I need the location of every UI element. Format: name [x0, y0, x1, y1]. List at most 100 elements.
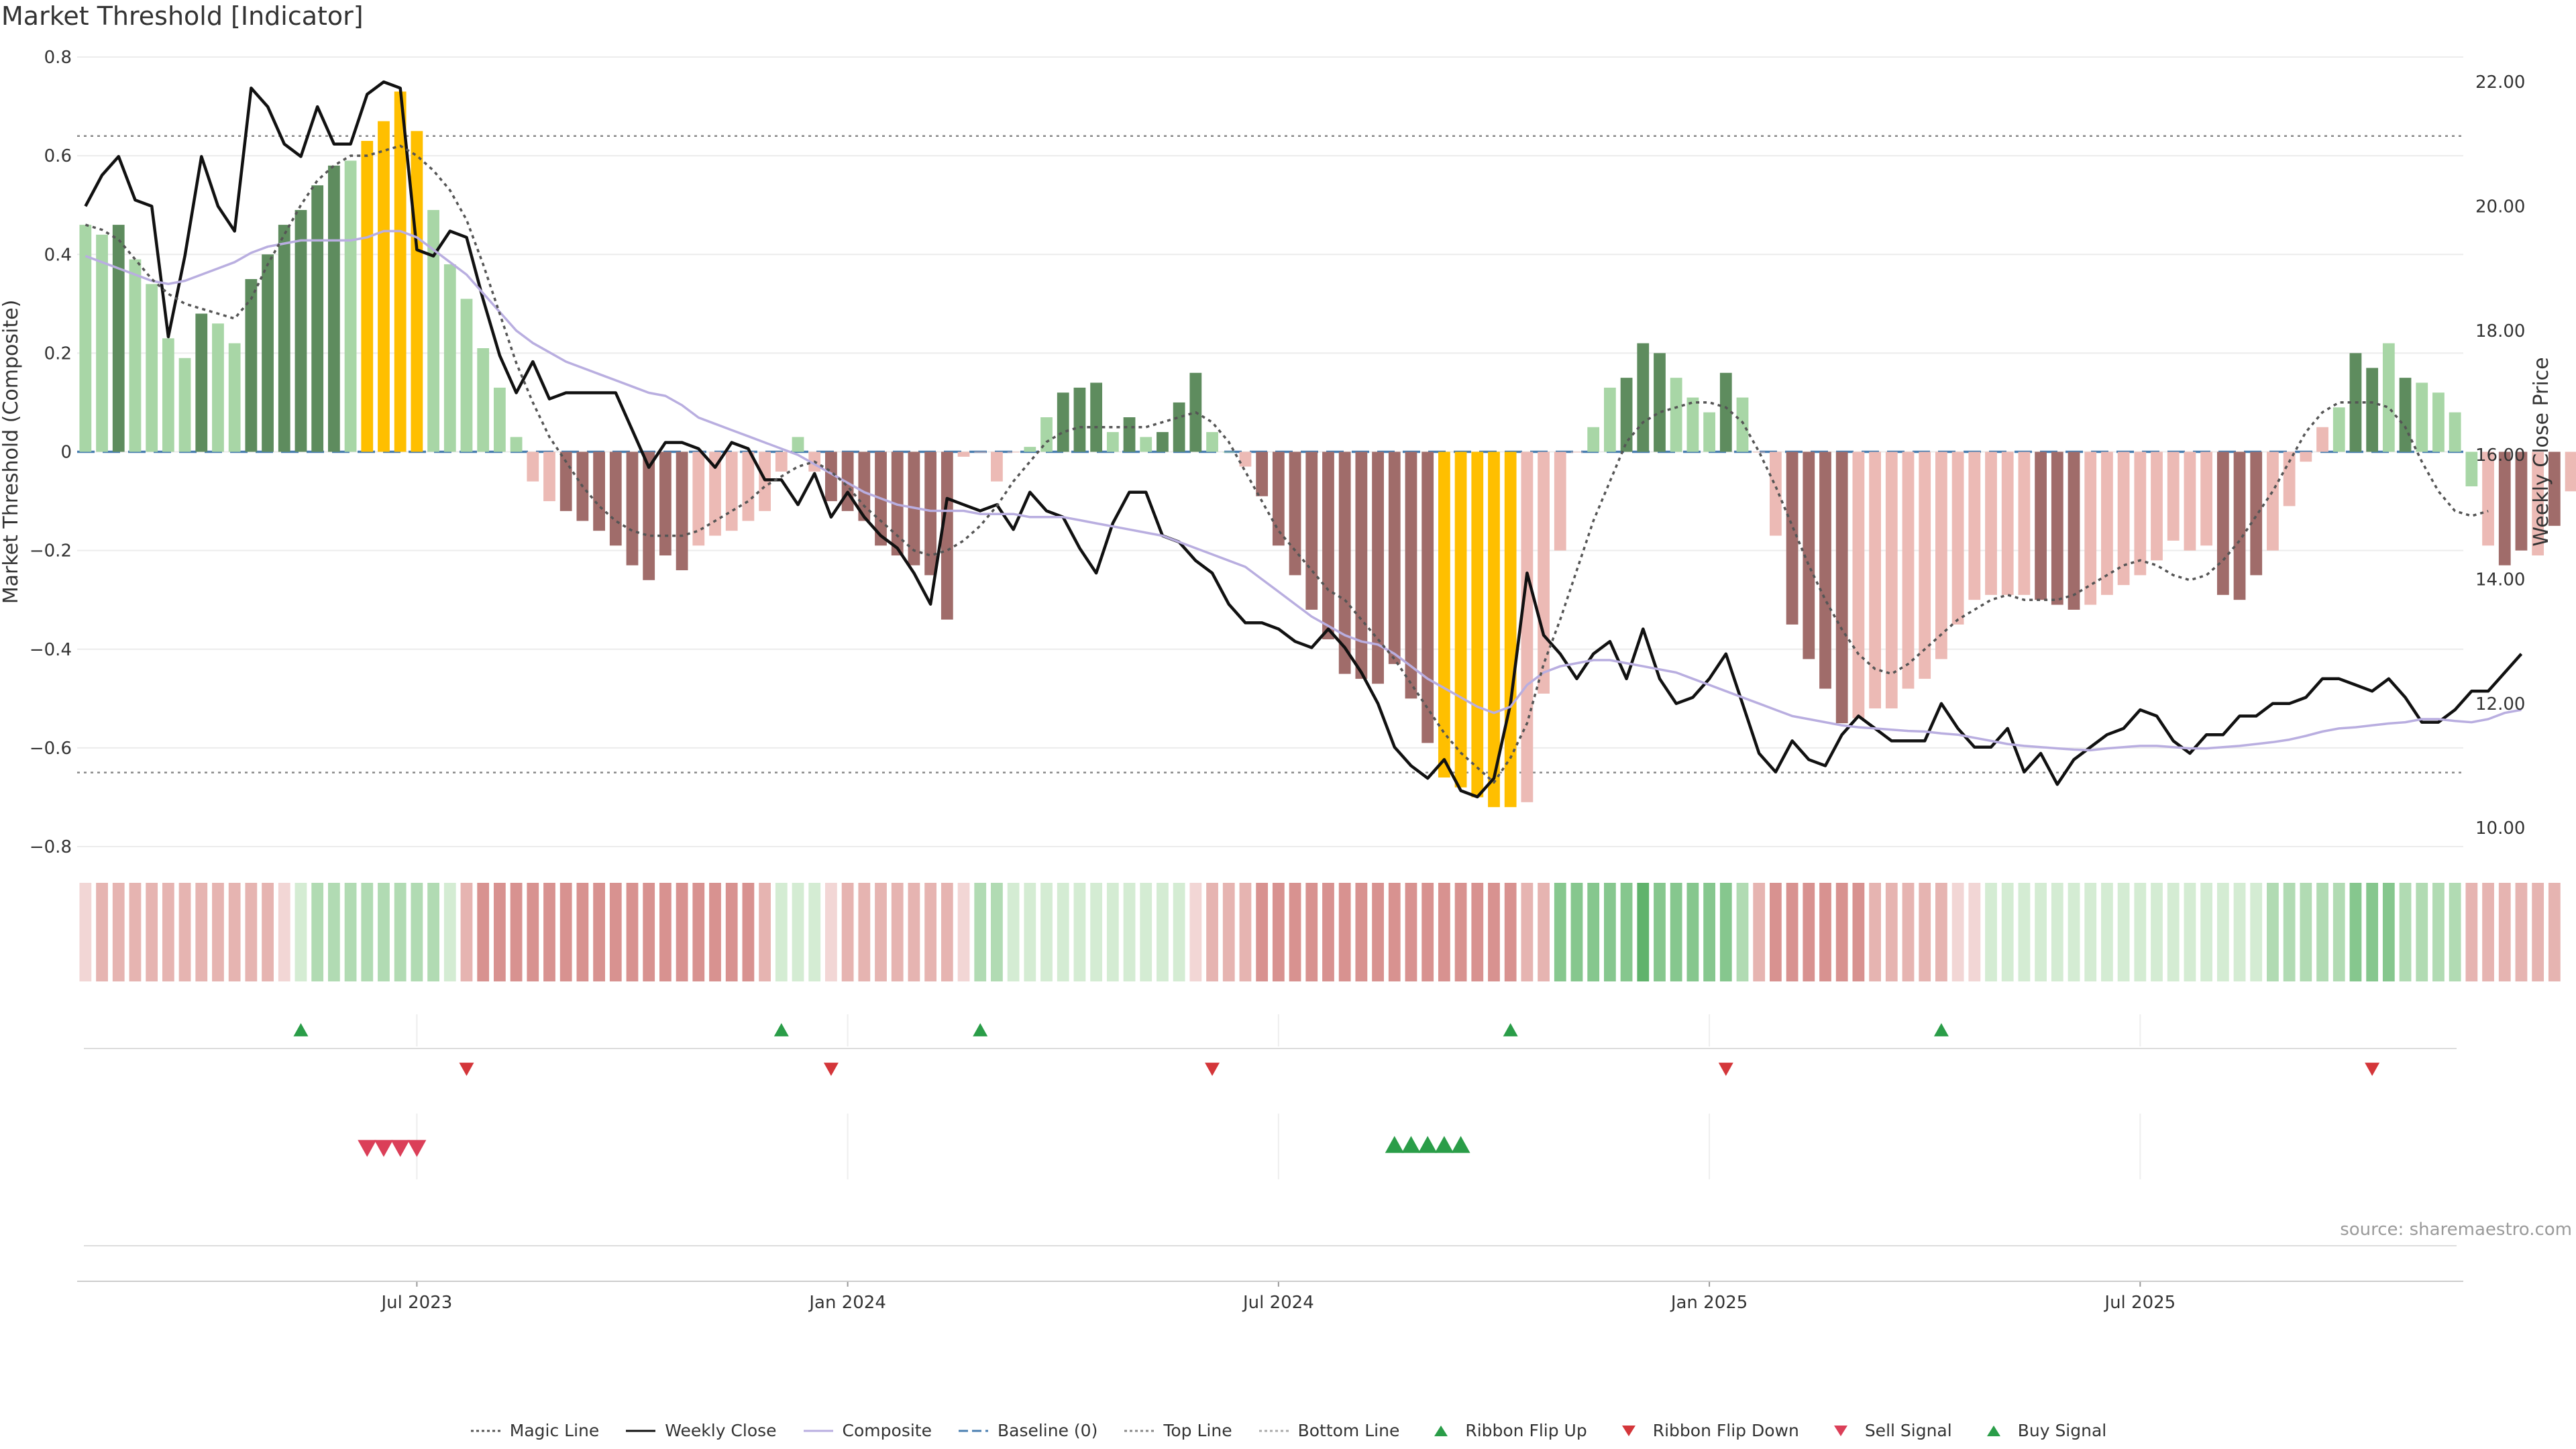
ribbon-cell — [228, 883, 241, 981]
composite-bar — [1521, 451, 1534, 802]
composite-bar — [1123, 417, 1136, 452]
composite-bar — [2382, 343, 2395, 452]
legend-marker — [1434, 1425, 1448, 1436]
ribbon-cell — [725, 883, 738, 981]
ribbon-cell — [2449, 883, 2461, 981]
composite-bar — [1935, 451, 1947, 659]
composite-bar — [2283, 451, 2296, 506]
y2-tick-label: 12.00 — [2475, 694, 2525, 714]
signal-panels — [77, 1014, 2463, 1282]
ribbon-cell — [2515, 883, 2528, 981]
x-tick-label: Jul 2023 — [380, 1293, 452, 1313]
composite-bar — [1968, 451, 1981, 600]
ribbon-cell — [1902, 883, 1915, 981]
ribbon-cell — [527, 883, 539, 981]
composite-bar — [427, 210, 439, 452]
ribbon-cell — [1968, 883, 1981, 981]
composite-bar — [1272, 451, 1285, 546]
solid-line-icon — [626, 1430, 656, 1432]
ribbon-cell — [1040, 883, 1053, 981]
composite-bar — [2001, 451, 2014, 595]
ribbon-cell — [477, 883, 490, 981]
solid-line-icon — [803, 1430, 833, 1432]
composite-bar — [1736, 397, 1749, 452]
composite-bar — [1454, 451, 1467, 788]
composite-bar — [2068, 451, 2080, 610]
legend-item: Sell Signal — [1825, 1421, 1952, 1440]
composite-bar — [1471, 451, 1484, 798]
ribbon-cell — [1869, 883, 1881, 981]
ribbon-cell — [1289, 883, 1301, 981]
ribbon-cell — [2200, 883, 2213, 981]
composite-bar — [775, 451, 788, 472]
composite-bar — [477, 348, 490, 452]
composite-bar — [1753, 451, 1766, 453]
ribbon-cell — [1322, 883, 1334, 981]
composite-bar — [1504, 451, 1517, 808]
composite-bar — [1769, 451, 1782, 536]
composite-bar — [957, 451, 970, 457]
ribbon-cell — [112, 883, 125, 981]
composite-bar — [411, 131, 423, 452]
ribbon-cell — [676, 883, 688, 981]
ribbon-cell — [278, 883, 290, 981]
composite-bar — [1289, 451, 1301, 576]
legend-item: Ribbon Flip Up — [1425, 1421, 1587, 1440]
ribbon-cell — [1554, 883, 1566, 981]
composite-bar — [1670, 378, 1682, 452]
ribbon-cell — [2233, 883, 2246, 981]
ribbon-cell — [178, 883, 191, 981]
legend-label: Buy Signal — [2017, 1421, 2107, 1440]
composite-bar — [676, 451, 688, 571]
ribbon-cell — [2482, 883, 2494, 981]
composite-bar — [1852, 451, 1865, 718]
ribbon-cell — [891, 883, 904, 981]
composite-bar — [1835, 451, 1848, 724]
ribbon-cell — [1305, 883, 1318, 981]
composite-bar — [1206, 432, 1218, 452]
composite-bar — [1951, 451, 1964, 625]
ribbon-cell — [1587, 883, 1600, 981]
composite-bar — [2267, 451, 2279, 551]
composite-bar — [2233, 451, 2246, 600]
ribbon-cell — [1803, 883, 1815, 981]
ribbon-cell — [2366, 883, 2379, 981]
composite-bar — [327, 165, 340, 452]
ribbon-cell — [1654, 883, 1666, 981]
ribbon-cell — [1024, 883, 1036, 981]
composite-bar — [510, 437, 523, 452]
ribbon-cell — [2267, 883, 2279, 981]
legend-marker — [1621, 1425, 1635, 1436]
composite-bar — [1869, 451, 1881, 709]
composite-bar — [792, 437, 804, 452]
composite-bar — [1256, 451, 1269, 496]
composite-bar — [1173, 402, 1185, 452]
composite-bar — [2300, 451, 2312, 462]
y-tick-label: 0.6 — [44, 146, 72, 166]
sell-signal-marker — [390, 1140, 410, 1157]
legend-item: Composite — [802, 1421, 932, 1440]
composite-bar — [2134, 451, 2147, 576]
ribbon-cell — [1985, 883, 1997, 981]
ribbon-cell — [327, 883, 340, 981]
composite-bar — [825, 451, 837, 502]
ribbon-cell — [1703, 883, 1715, 981]
composite-bar — [2216, 451, 2229, 595]
composite-bar — [2018, 451, 2031, 595]
ribbon-flip-up-marker — [1503, 1023, 1518, 1036]
ribbon-flip-up-marker — [293, 1023, 309, 1036]
x-tick-label: Jul 2025 — [2103, 1293, 2176, 1313]
ribbon-cell — [2167, 883, 2180, 981]
composite-bar — [195, 313, 208, 452]
ribbon-flip-down-marker — [823, 1063, 839, 1076]
composite-bar — [228, 343, 241, 452]
ribbon-cell — [908, 883, 920, 981]
ribbon-cell — [841, 883, 854, 981]
composite-bar — [543, 451, 555, 502]
composite-bar — [609, 451, 622, 546]
ribbon-flip-down-marker — [1718, 1063, 1733, 1076]
ribbon-cell — [1239, 883, 1252, 981]
ribbon-cell — [2416, 883, 2428, 981]
composite-bar — [725, 451, 738, 531]
composite-bar — [2449, 412, 2461, 452]
